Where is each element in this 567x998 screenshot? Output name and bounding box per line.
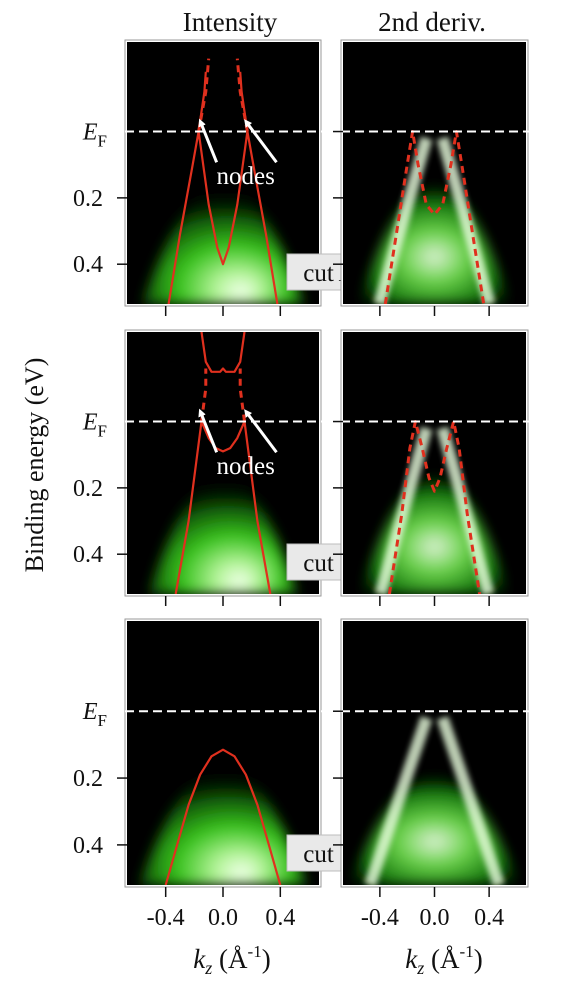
xlabel-unit-close: )	[474, 944, 483, 974]
y-tick-label: 0.2	[73, 766, 103, 792]
band-curve	[167, 71, 207, 304]
spectral-fade	[127, 621, 319, 728]
x-tick-label: 0.4	[265, 905, 295, 931]
fermi-symbol: E	[82, 699, 98, 725]
xlabel-unit-close: )	[262, 944, 271, 974]
x-tick-label: 0.0	[208, 905, 238, 931]
panel-4	[327, 329, 532, 606]
svg-text:kz (Å-1): kz (Å-1)	[193, 942, 270, 978]
y-tick-label-ef: EF	[82, 410, 107, 441]
band-curve	[387, 420, 482, 594]
x-tick-label: 0.0	[420, 905, 450, 931]
band-curve	[197, 58, 211, 132]
nodes-annotation: nodes	[216, 163, 274, 190]
xlabel-k: k	[405, 944, 418, 974]
node-arrow	[244, 119, 278, 164]
panel-6: -0.4 0.0 0.4	[327, 618, 532, 931]
spectral-ridge	[436, 715, 505, 885]
fermi-subscript: F	[98, 711, 107, 730]
nodes-annotation: nodes	[216, 453, 274, 480]
spectral-weight	[139, 766, 307, 885]
column-title-2nd-deriv: 2nd deriv.	[378, 7, 486, 37]
xlabel-unit: (Å	[424, 944, 460, 974]
x-tick-label: -0.4	[147, 905, 185, 931]
fermi-symbol: E	[82, 410, 98, 436]
band-curve	[164, 748, 282, 885]
x-tick-label: 0.4	[474, 905, 504, 931]
band-curve	[235, 58, 249, 132]
spectral-fade	[343, 332, 526, 439]
x-axis-label-right: kz (Å-1)	[405, 942, 482, 978]
band-curve	[174, 420, 272, 594]
xlabel-k: k	[193, 944, 206, 974]
spectral-weight	[149, 476, 297, 594]
y-tick-label-ef: EF	[82, 120, 107, 151]
x-axis-label-left: kz (Å-1)	[193, 942, 270, 978]
panel-2	[327, 39, 532, 316]
y-tick-label: 0.4	[73, 833, 103, 859]
spectral-ridge	[364, 715, 433, 885]
svg-text:kz (Å-1): kz (Å-1)	[405, 942, 482, 978]
spectral-fade	[343, 42, 526, 149]
xlabel-unit-sup: -1	[248, 942, 262, 961]
fermi-symbol: E	[82, 120, 98, 146]
y-axis-label: Binding energy (eV)	[20, 358, 49, 573]
spectral-weight	[359, 186, 510, 304]
xlabel-sub: z	[416, 958, 424, 978]
y-tick-label: 0.4	[73, 252, 103, 278]
band-curve	[197, 131, 249, 266]
xlabel-sub: z	[204, 958, 212, 978]
fermi-subscript: F	[98, 132, 107, 151]
spectral-fade	[343, 621, 526, 748]
column-title-intensity: Intensity	[183, 7, 278, 37]
band-curve	[200, 332, 246, 373]
y-tick-label: 0.2	[73, 186, 103, 212]
xlabel-unit-sup: -1	[460, 942, 474, 961]
band-curve	[239, 71, 279, 304]
xlabel-unit: (Å	[212, 944, 248, 974]
y-tick-label: 0.2	[73, 476, 103, 502]
node-arrow	[198, 118, 219, 163]
spectral-fade	[127, 332, 319, 439]
fermi-subscript: F	[98, 422, 107, 441]
y-tick-label-ef: EF	[82, 699, 107, 730]
node-arrow	[244, 409, 278, 454]
y-tick-label: 0.4	[73, 542, 103, 568]
spectral-weight	[360, 476, 509, 594]
node-arrow	[198, 408, 219, 453]
x-tick-label: -0.4	[361, 905, 399, 931]
spectral-fade	[127, 42, 319, 149]
